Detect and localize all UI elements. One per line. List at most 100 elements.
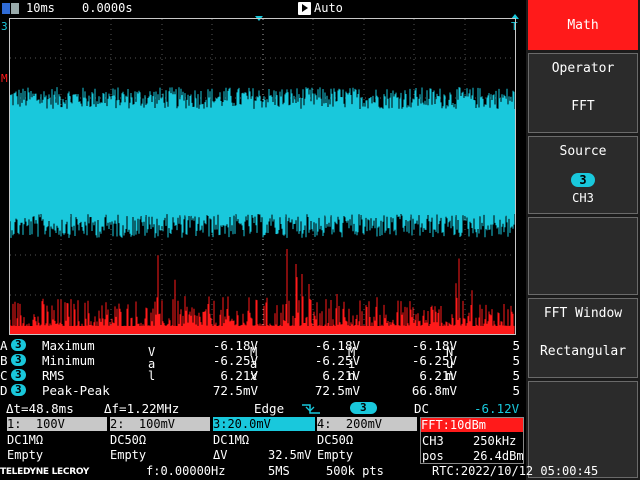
sample-rate: 5MS	[268, 464, 290, 478]
channel-2-box[interactable]: 2: 100mV DC50Ω Empty	[110, 417, 210, 464]
trigger-level[interactable]: -6.12V	[474, 401, 520, 416]
math-level-marker: M	[1, 72, 8, 85]
row-letter: D	[0, 383, 8, 398]
fft-label: FFT:10dBm	[421, 418, 523, 432]
row-max: 72.5mV	[314, 383, 360, 398]
channel-1-box[interactable]: 1: 100V DC1MΩ Empty	[7, 417, 107, 464]
trigger-mode[interactable]: Auto	[314, 1, 343, 15]
row-num: 5	[512, 368, 520, 383]
run-play-icon[interactable]	[298, 2, 311, 15]
measurement-row-a[interactable]: A 3 Maximum -6.18V -6.18V -6.18V 5	[0, 338, 526, 353]
row-max: -6.25V	[314, 353, 360, 368]
measurement-row-d[interactable]: D 3 Peak-Peak 72.5mV 72.5mV 66.8mV 5	[0, 383, 526, 398]
frequency-counter: f:0.00000Hz	[146, 464, 226, 478]
row-channel-badge: 3	[11, 339, 26, 351]
fft-pos-label: pos	[422, 449, 444, 463]
memory-depth: 500k pts	[326, 464, 384, 478]
falling-edge-icon	[302, 404, 320, 414]
ch3-delta-v: 32.5mV	[268, 448, 312, 462]
row-name: Maximum	[42, 338, 95, 353]
delta-f-readout: Δf=1.22MHz	[104, 401, 180, 416]
delay-value[interactable]: 0.0000s	[82, 1, 133, 15]
trigger-coupling[interactable]: DC	[414, 401, 430, 416]
ch4-label: 4: 200mV	[317, 417, 417, 431]
fft-math-box[interactable]: FFT:10dBm CH3 250kHz pos 26.4dBm	[420, 417, 524, 464]
delta-t-readout: Δt=48.8ms	[6, 401, 74, 416]
source-value: CH3	[572, 191, 594, 205]
trigger-type[interactable]: Edge	[254, 401, 285, 416]
row-num: 5	[512, 353, 520, 368]
trigger-marker: T	[511, 20, 518, 33]
fft-window-label: FFT Window	[543, 306, 623, 321]
row-val: 72.5mV	[212, 383, 258, 398]
row-min: -6.18V	[411, 338, 457, 353]
waveform-graticule[interactable]	[9, 18, 516, 335]
row-min: 6.21V	[419, 368, 457, 383]
measurement-table: A 3 Maximum -6.18V -6.18V -6.18V 5 B 3 M…	[0, 338, 526, 402]
row-name: Peak-Peak	[42, 383, 110, 398]
operator-value: FFT	[571, 99, 595, 114]
ch4-coupling: DC50Ω	[317, 433, 354, 447]
source-channel-badge: 3	[571, 173, 595, 187]
source-button[interactable]: Source 3 CH3	[528, 136, 638, 214]
rtc-clock: RTC:2022/10/12 05:00:45	[432, 464, 599, 478]
ch1-coupling: DC1MΩ	[7, 433, 44, 447]
trigger-channel-badge[interactable]: 3	[350, 402, 377, 414]
row-channel-badge: 3	[11, 354, 26, 366]
channel-4-box[interactable]: 4: 200mV DC50Ω Empty	[317, 417, 417, 464]
ch3-trace	[10, 87, 515, 238]
channel-3-box[interactable]: 3:20.0mV DC1MΩ ΔV 32.5mV	[213, 417, 315, 464]
row-channel-badge: 3	[11, 384, 26, 396]
row-num: 5	[512, 383, 520, 398]
row-min: 66.8mV	[411, 383, 457, 398]
measurement-row-b[interactable]: B 3 Minimum -6.25V -6.25V -6.25V 5	[0, 353, 526, 368]
ch3-label: 3:20.0mV	[213, 417, 315, 431]
row-val: 6.21V	[220, 368, 258, 383]
ch3-level-marker: 3	[1, 20, 8, 33]
cursor-trigger-line: Δt=48.8ms Δf=1.22MHz Edge 3 DC -6.12V	[0, 401, 526, 416]
fft-source: CH3	[422, 434, 444, 448]
fft-window-button[interactable]: FFT Window Rectangular	[528, 298, 638, 378]
row-letter: A	[0, 338, 8, 353]
operator-label: Operator	[551, 61, 615, 76]
empty-menu-slot-2	[528, 381, 638, 478]
row-name: Minimum	[42, 353, 95, 368]
timebase-icon-2	[11, 3, 19, 14]
waveform-display	[10, 19, 515, 334]
measurement-row-c[interactable]: C 3 RMS 6.21V 6.21V 6.21V 5	[0, 368, 526, 383]
fft-pos-value: 26.4dBm	[473, 449, 524, 463]
fft-math-trace	[10, 249, 515, 334]
ch2-label: 2: 100mV	[110, 417, 210, 431]
row-name: RMS	[42, 368, 65, 383]
ch2-status: Empty	[110, 448, 147, 462]
row-max: -6.18V	[314, 338, 360, 353]
row-channel-badge: 3	[11, 369, 26, 381]
top-status-bar: 10ms 0.0000s Auto	[0, 0, 526, 18]
operator-button[interactable]: Operator FFT	[528, 53, 638, 133]
row-letter: C	[0, 368, 8, 383]
fft-frequency: 250kHz	[473, 434, 517, 448]
side-menu: Math Operator FFT Source 3 CH3 FFT Windo…	[526, 0, 640, 480]
row-num: 5	[512, 338, 520, 353]
ch1-status: Empty	[7, 448, 44, 462]
ch2-coupling: DC50Ω	[110, 433, 147, 447]
row-min: -6.25V	[411, 353, 457, 368]
ch3-status: ΔV	[213, 448, 228, 462]
ch4-status: Empty	[317, 448, 354, 462]
source-label: Source	[559, 144, 607, 159]
timebase-icon	[2, 3, 10, 14]
empty-menu-slot-1	[528, 217, 638, 295]
brand-logo: TELEDYNE LECROY	[0, 467, 90, 477]
row-val: -6.18V	[212, 338, 258, 353]
row-val: -6.25V	[212, 353, 258, 368]
math-menu-button[interactable]: Math	[528, 0, 638, 50]
timebase-value[interactable]: 10ms	[26, 1, 55, 15]
row-letter: B	[0, 353, 8, 368]
row-max: 6.21V	[322, 368, 360, 383]
ch3-coupling: DC1MΩ	[213, 433, 250, 447]
channel-strip: 1: 100V DC1MΩ Empty 2: 100mV DC50Ω Empty…	[0, 417, 526, 464]
